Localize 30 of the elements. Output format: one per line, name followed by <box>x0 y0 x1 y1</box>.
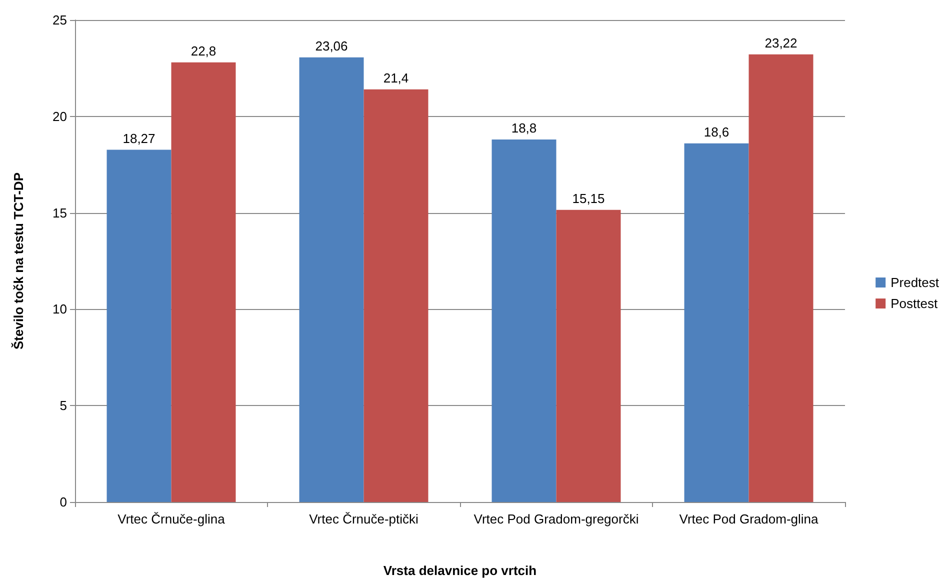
data-label: 18,8 <box>511 120 537 136</box>
data-label: 22,8 <box>190 43 216 58</box>
x-tick-label: Vrtec Črnuče-ptički <box>309 512 419 526</box>
x-tick-label: Vrtec Pod Gradom-gregorčki <box>474 512 639 526</box>
x-tick-label: Vrtec Črnuče-glina <box>118 512 226 526</box>
bar <box>106 150 172 502</box>
data-label: 23,22 <box>764 35 798 50</box>
bar <box>684 143 749 502</box>
data-label: 23,06 <box>315 38 348 54</box>
bar <box>556 210 621 502</box>
y-tick-label: 0 <box>60 494 67 510</box>
bar <box>171 62 236 502</box>
data-label: 18,6 <box>704 124 730 140</box>
bar <box>364 89 428 502</box>
bar <box>299 57 364 502</box>
x-axis-title: Vrsta delavnice po vrtcih <box>383 563 537 578</box>
y-axis-title: Število točk na testu TCT-DP <box>11 172 26 350</box>
x-tick-label: Vrtec Pod Gradom-glina <box>679 512 819 526</box>
y-tick-label: 20 <box>52 108 67 124</box>
data-label: 21,4 <box>383 70 409 86</box>
y-tick-label: 5 <box>60 398 67 414</box>
y-tick-label: 25 <box>52 12 67 28</box>
y-tick-label: 10 <box>52 302 67 317</box>
legend-label: Predtest <box>890 275 940 290</box>
data-label: 18,27 <box>122 130 156 146</box>
bar <box>748 54 814 502</box>
data-label: 15,15 <box>572 190 605 206</box>
y-tick-label: 15 <box>52 205 67 220</box>
legend-label: Posttest <box>890 296 938 311</box>
bar <box>492 140 556 502</box>
